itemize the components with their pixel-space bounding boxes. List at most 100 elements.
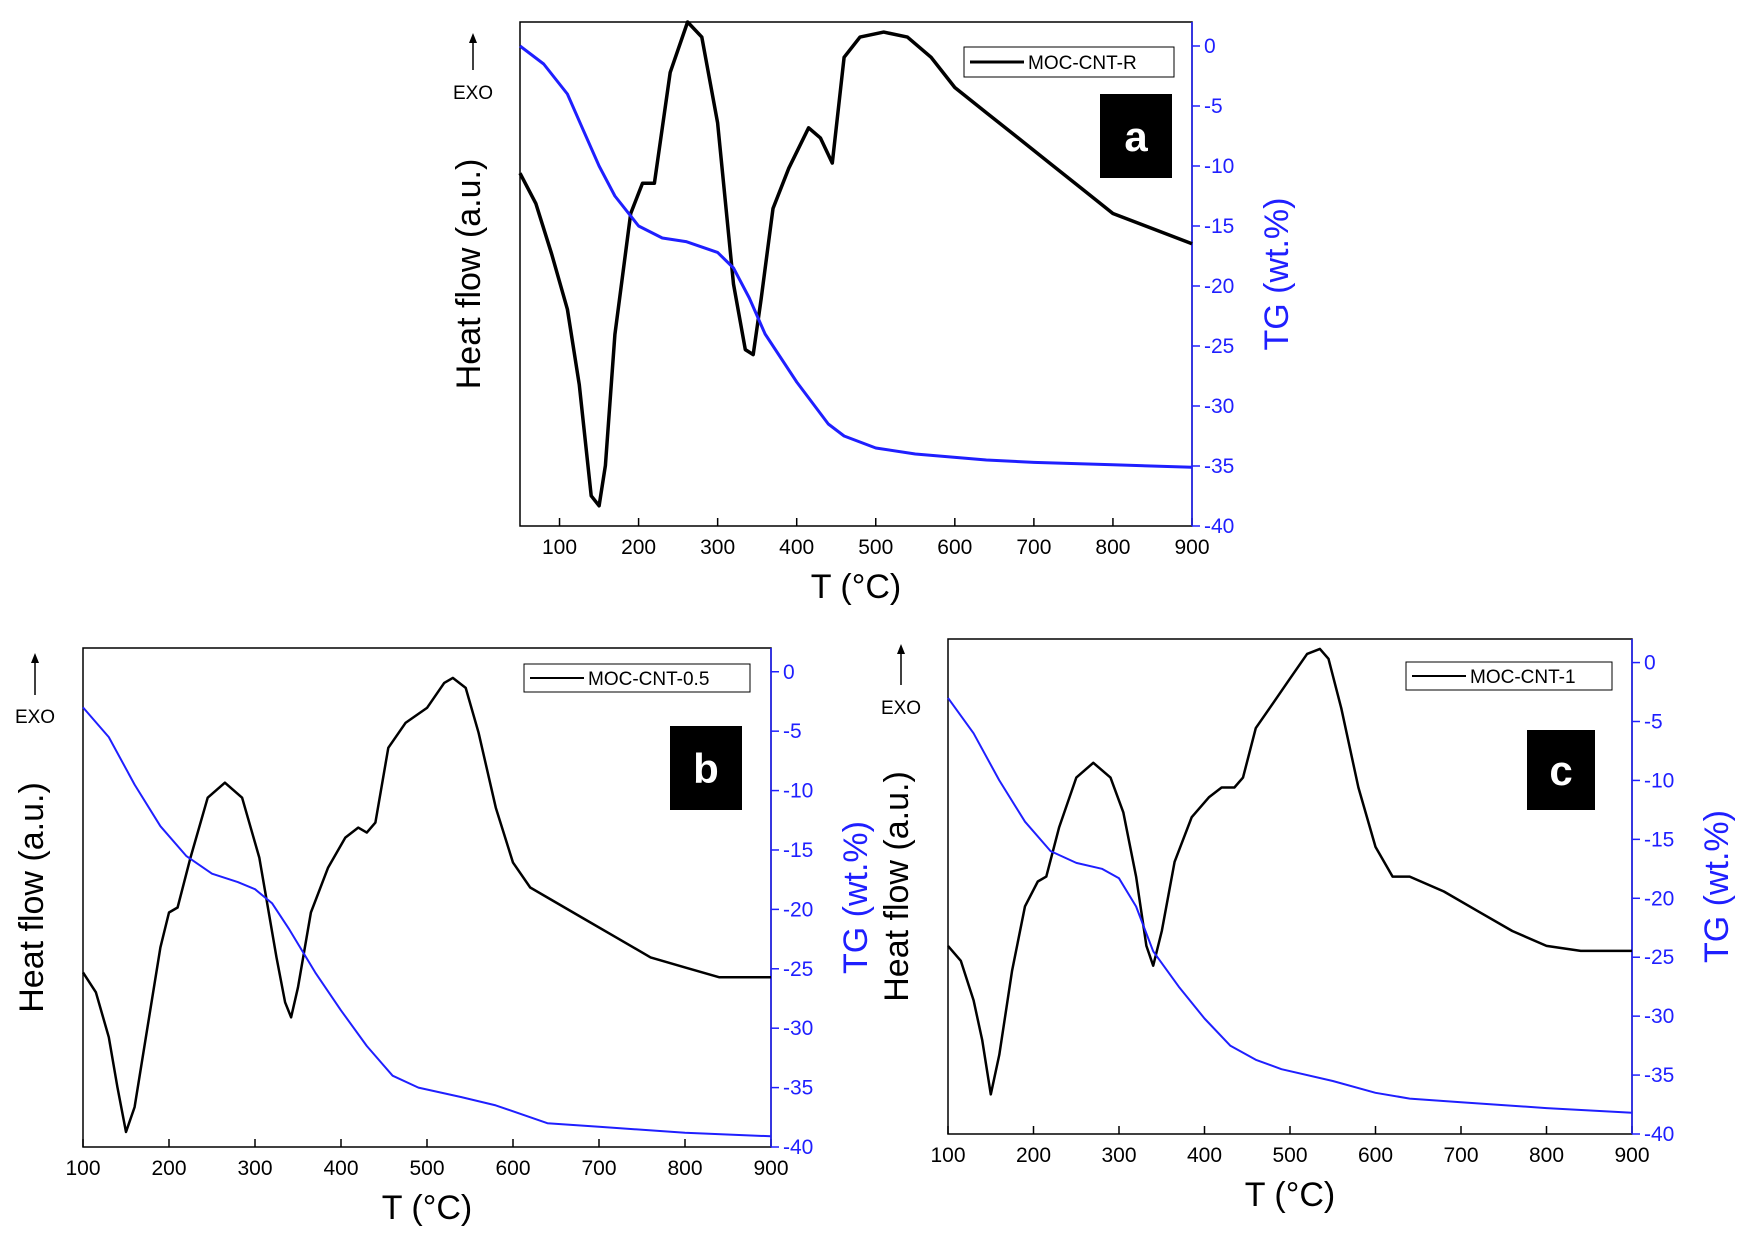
y-right-tick-label: 0 xyxy=(783,661,795,684)
x-tick-label: 600 xyxy=(1358,1144,1393,1167)
x-ticks: 100 200 300 400 500 600 700 800 900 xyxy=(930,1126,1650,1167)
x-tick-label: 100 xyxy=(65,1157,100,1180)
y-right-tick-label: -10 xyxy=(1204,155,1234,178)
y-left-axis-title: Heat flow (a.u.) xyxy=(13,782,51,1013)
heat-flow-line xyxy=(947,647,1632,1096)
x-axis-title: T (°C) xyxy=(382,1189,472,1227)
tg-line xyxy=(519,44,1193,469)
x-tick-label: 800 xyxy=(1095,536,1130,559)
y-right-tick-label: -20 xyxy=(1204,275,1234,298)
exo-indicator: EXO xyxy=(881,644,921,719)
plot-frame xyxy=(82,647,772,1148)
heat-flow-line xyxy=(518,20,1193,508)
x-tick-label: 900 xyxy=(1614,1144,1649,1167)
x-ticks: 100 200 300 400 500 600 700 800 900 xyxy=(542,518,1210,559)
y-right-ticks: 0 -5 -10 -15 -20 -25 -30 -35 -40 xyxy=(770,648,813,1159)
exo-label: EXO xyxy=(881,698,921,719)
exo-arrowhead-icon xyxy=(469,33,477,43)
panel-tag: b xyxy=(670,726,742,810)
x-tick-label: 400 xyxy=(1187,1144,1222,1167)
y-right-tick-label: -35 xyxy=(1204,455,1234,478)
y-right-tick-label: -5 xyxy=(1204,95,1223,118)
y-right-axis-title: TG (wt.%) xyxy=(1258,198,1296,351)
y-right-axis-title: TG (wt.%) xyxy=(1698,810,1736,963)
x-tick-label: 900 xyxy=(1174,536,1209,559)
y-right-axis-title: TG (wt.%) xyxy=(837,821,875,974)
legend: MOC-CNT-1 xyxy=(1405,661,1613,691)
y-right-tick-label: -10 xyxy=(1644,769,1674,792)
x-tick-label: 200 xyxy=(1016,1144,1051,1167)
y-right-tick-label: 0 xyxy=(1644,652,1656,675)
x-tick-label: 100 xyxy=(542,536,577,559)
y-right-tick-label: -25 xyxy=(1204,335,1234,358)
plot-frame xyxy=(519,21,1193,527)
y-right-tick-label: -15 xyxy=(783,839,813,862)
x-tick-label: 300 xyxy=(237,1157,272,1180)
panel-tag-label: c xyxy=(1549,747,1572,794)
x-axis-title: T (°C) xyxy=(811,568,901,606)
plot-frame xyxy=(947,638,1633,1135)
y-right-tick-label: -30 xyxy=(783,1017,813,1040)
panel-tag-label: b xyxy=(693,745,719,792)
y-right-tick-label: -5 xyxy=(1644,711,1663,734)
panel-b: 100 200 300 400 500 600 700 800 900 0 -5 -10 -15 -20… xyxy=(13,647,875,1227)
x-tick-label: 200 xyxy=(621,536,656,559)
y-right-tick-label: -15 xyxy=(1204,215,1234,238)
heat-flow-line xyxy=(81,676,771,1134)
y-right-tick-label: -25 xyxy=(783,958,813,981)
y-right-tick-label: -30 xyxy=(1204,395,1234,418)
y-right-tick-label: -10 xyxy=(783,780,813,803)
x-tick-label: 200 xyxy=(151,1157,186,1180)
x-tick-label: 400 xyxy=(323,1157,358,1180)
y-right-tick-label: -30 xyxy=(1644,1005,1674,1028)
y-right-tick-label: -35 xyxy=(1644,1064,1674,1087)
exo-arrowhead-icon xyxy=(897,644,905,654)
y-right-tick-label: -25 xyxy=(1644,946,1674,969)
x-tick-label: 600 xyxy=(937,536,972,559)
x-tick-label: 300 xyxy=(700,536,735,559)
y-right-tick-label: -40 xyxy=(1204,515,1234,538)
panel-c: 100 200 300 400 500 600 700 800 900 0 -5 -10 -15 -20… xyxy=(878,638,1736,1214)
x-tick-label: 400 xyxy=(779,536,814,559)
y-right-tick-label: 0 xyxy=(1204,35,1216,58)
y-right-tick-label: -35 xyxy=(783,1077,813,1100)
x-tick-label: 700 xyxy=(1443,1144,1478,1167)
x-tick-label: 500 xyxy=(409,1157,444,1180)
x-tick-label: 700 xyxy=(581,1157,616,1180)
legend-label: MOC-CNT-1 xyxy=(1470,667,1576,688)
exo-arrowhead-icon xyxy=(31,653,39,663)
legend-label: MOC-CNT-R xyxy=(1028,53,1137,74)
x-axis-title: T (°C) xyxy=(1245,1176,1335,1214)
exo-indicator: EXO xyxy=(15,653,55,728)
y-right-ticks: 0 -5 -10 -15 -20 -25 -30 -35 -40 xyxy=(1631,639,1674,1146)
tg-line xyxy=(82,706,772,1138)
x-tick-label: 800 xyxy=(667,1157,702,1180)
panel-tag: a xyxy=(1100,94,1172,178)
y-right-tick-label: -40 xyxy=(783,1136,813,1159)
exo-indicator: EXO xyxy=(453,33,493,104)
tg-line xyxy=(947,697,1633,1114)
y-right-tick-label: -40 xyxy=(1644,1123,1674,1146)
legend: MOC-CNT-R xyxy=(963,46,1175,78)
x-tick-label: 600 xyxy=(495,1157,530,1180)
x-tick-label: 800 xyxy=(1529,1144,1564,1167)
legend-label: MOC-CNT-0.5 xyxy=(588,669,709,690)
x-ticks: 100 200 300 400 500 600 700 800 900 xyxy=(65,1139,789,1180)
x-tick-label: 500 xyxy=(1272,1144,1307,1167)
exo-label: EXO xyxy=(15,707,55,728)
y-right-tick-label: -5 xyxy=(783,720,802,743)
x-tick-label: 100 xyxy=(930,1144,965,1167)
y-left-axis-title: Heat flow (a.u.) xyxy=(450,159,488,390)
x-tick-label: 500 xyxy=(858,536,893,559)
legend: MOC-CNT-0.5 xyxy=(523,663,751,693)
y-right-tick-label: -20 xyxy=(1644,887,1674,910)
x-tick-label: 900 xyxy=(753,1157,788,1180)
x-tick-label: 700 xyxy=(1016,536,1051,559)
y-right-tick-label: -20 xyxy=(783,898,813,921)
y-right-tick-label: -15 xyxy=(1644,828,1674,851)
panel-tag: c xyxy=(1527,730,1595,810)
exo-label: EXO xyxy=(453,83,493,104)
panel-tag-box xyxy=(670,726,742,810)
panel-tag-box xyxy=(1100,94,1172,178)
